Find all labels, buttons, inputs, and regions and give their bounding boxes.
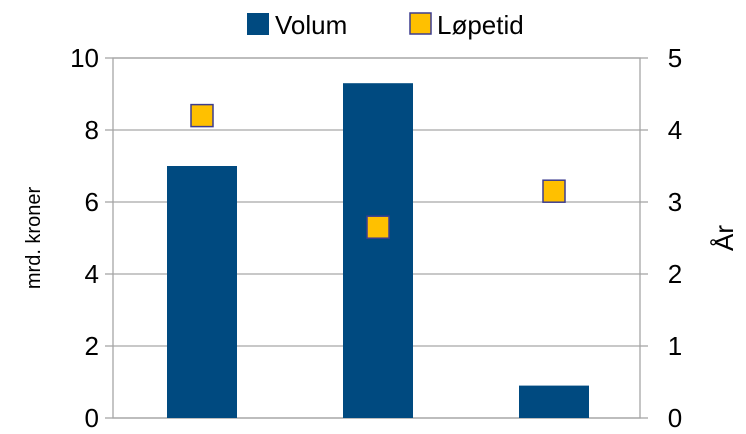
legend: Volum Løpetid bbox=[247, 10, 524, 40]
right-tick-label: 3 bbox=[668, 187, 682, 217]
legend-swatch-volum bbox=[247, 13, 269, 35]
legend-swatch-lopetid bbox=[409, 12, 432, 35]
right-tick-label: 5 bbox=[668, 43, 682, 73]
right-tick-label: 2 bbox=[668, 259, 682, 289]
bar-series bbox=[167, 83, 589, 418]
bar bbox=[519, 385, 589, 418]
left-tick-label: 0 bbox=[85, 403, 99, 433]
left-tick-label: 6 bbox=[85, 187, 99, 217]
scatter-point bbox=[542, 179, 566, 203]
scatter-point bbox=[366, 215, 390, 239]
bar bbox=[343, 83, 413, 418]
right-tick-label: 0 bbox=[668, 403, 682, 433]
left-tick-label: 10 bbox=[70, 43, 99, 73]
right-axis: 0 1 2 3 4 5 bbox=[640, 43, 682, 433]
legend-label-lopetid: Løpetid bbox=[437, 10, 524, 40]
right-tick-label: 4 bbox=[668, 115, 682, 145]
scatter-series bbox=[190, 103, 566, 239]
left-axis-title: mrd. kroner bbox=[23, 187, 45, 290]
scatter-point bbox=[190, 103, 214, 128]
left-tick-label: 8 bbox=[85, 115, 99, 145]
left-tick-label: 4 bbox=[85, 259, 99, 289]
legend-label-volum: Volum bbox=[275, 10, 347, 40]
right-tick-label: 1 bbox=[668, 331, 682, 361]
left-tick-label: 2 bbox=[85, 331, 99, 361]
right-axis-title: År bbox=[709, 225, 739, 251]
bar bbox=[167, 166, 237, 418]
left-axis: 0 2 4 6 8 10 bbox=[70, 43, 113, 433]
